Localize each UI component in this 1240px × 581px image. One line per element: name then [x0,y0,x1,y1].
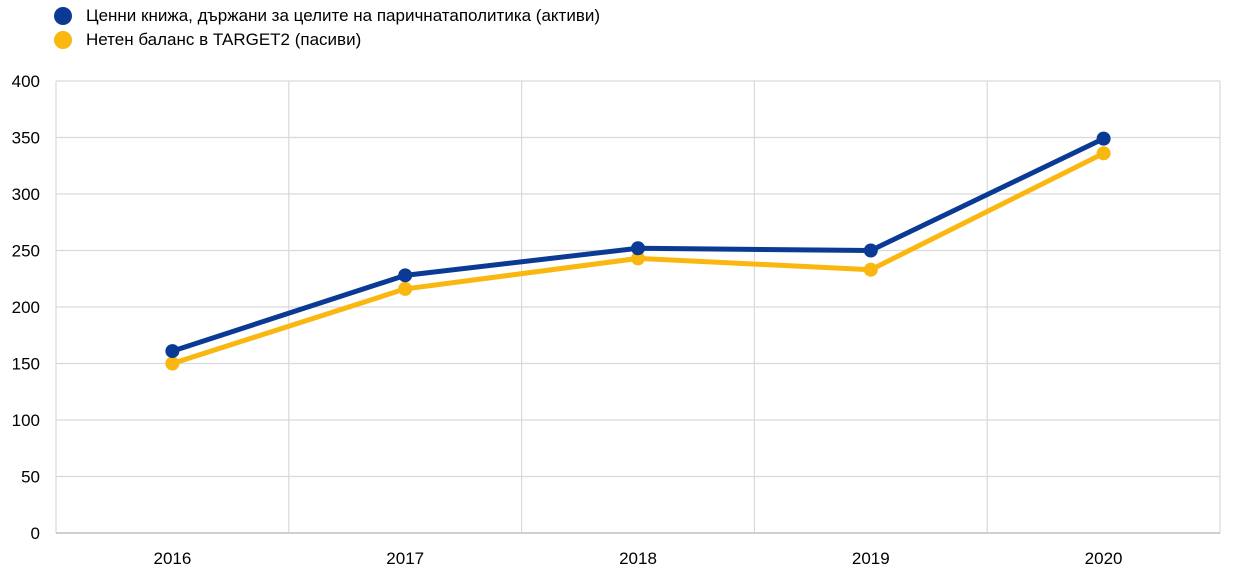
legend-label-series-1: Ценни книжа, държани за целите на паричн… [86,6,601,25]
chart-legend: Ценни книжа, държани за целите на паричн… [54,4,600,52]
y-tick-label: 350 [12,129,40,148]
series-2-point [1096,146,1111,161]
x-tick-label: 2020 [1085,549,1123,568]
y-tick-label: 200 [12,298,40,317]
legend-marker-series-1 [54,7,72,25]
series-2-point [165,356,180,371]
x-tick-label: 2017 [386,549,424,568]
y-tick-label: 150 [12,355,40,374]
y-tick-label: 250 [12,242,40,261]
series-2-point [398,281,413,296]
series-1-point [398,268,413,283]
legend-item-series-2: Нетен баланс в TARGET2 (пасиви) [54,28,600,52]
y-tick-label: 0 [31,524,40,543]
legend-label-series-2: Нетен баланс в TARGET2 (пасиви) [86,30,362,49]
y-tick-label: 300 [12,185,40,204]
legend-marker-series-2 [54,31,72,49]
series-2-point [863,262,878,277]
chart-grid [55,80,1221,533]
x-tick-label: 2018 [619,549,657,568]
legend-item-series-1: Ценни книжа, държани за целите на паричн… [54,4,600,28]
x-tick-label: 2019 [852,549,890,568]
series-2-point [631,251,645,266]
series-1-point [863,243,878,258]
series-1-point [1096,131,1111,146]
series-1-point [631,241,645,256]
chart-series [165,131,1111,371]
y-tick-label: 100 [12,411,40,430]
x-tick-label: 2016 [153,549,191,568]
y-tick-label: 400 [12,72,40,91]
y-tick-label: 50 [21,468,40,487]
chart-tick-labels: 0 50 100 150 200 250 300 350 400 2016 2017 2018 2019… [12,72,1123,568]
series-1-point [165,344,180,359]
